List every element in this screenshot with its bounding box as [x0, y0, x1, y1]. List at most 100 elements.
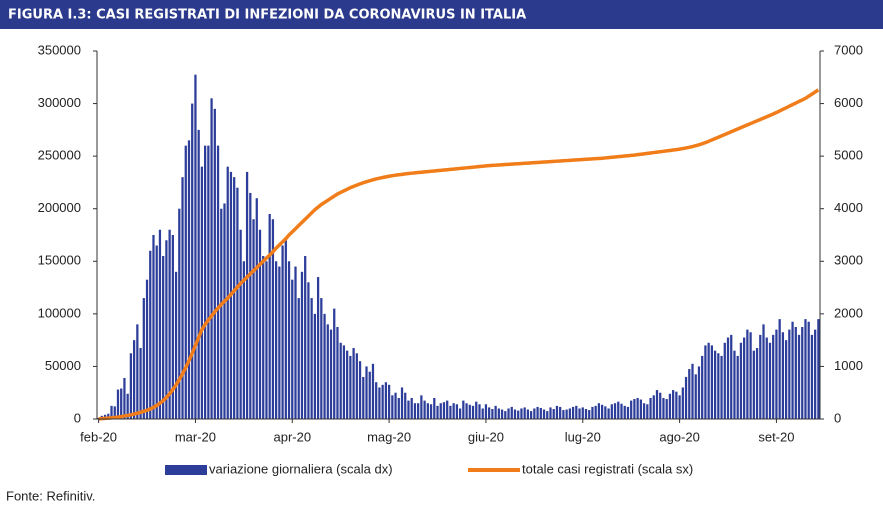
bar [575, 405, 578, 419]
bar [245, 171, 249, 419]
bar [662, 397, 665, 419]
bar [765, 337, 768, 419]
bar [265, 261, 268, 419]
bar [320, 298, 323, 419]
bar [400, 387, 404, 419]
x-tick-label: ago-20 [659, 429, 699, 444]
bar [678, 395, 681, 419]
bar [672, 390, 675, 419]
bar [132, 340, 136, 419]
bar [471, 405, 475, 419]
bar [559, 406, 562, 419]
y-tick-label: 200000 [38, 200, 81, 215]
y-tick-label: 350000 [38, 42, 81, 57]
bar [187, 140, 191, 419]
bar [268, 213, 271, 419]
bar [775, 329, 778, 419]
bar [717, 353, 720, 419]
bar [610, 404, 613, 419]
bar [620, 403, 623, 419]
bar [194, 74, 197, 420]
bar [701, 355, 704, 419]
bar [284, 240, 287, 419]
bar [210, 98, 213, 420]
y-tick-label: 150000 [38, 253, 81, 268]
bar [200, 166, 204, 419]
bar [116, 389, 120, 419]
bar [236, 187, 239, 419]
bar [442, 402, 446, 419]
bar [710, 345, 714, 419]
line [98, 88, 820, 421]
bar [794, 327, 797, 419]
bar [462, 400, 465, 419]
bar [220, 208, 223, 419]
bar [455, 404, 459, 419]
bar [613, 403, 617, 419]
bar [801, 327, 804, 419]
bar [810, 334, 814, 419]
bar [342, 345, 346, 419]
bar [126, 393, 129, 419]
bar [181, 177, 184, 419]
bar [588, 410, 591, 419]
bar [381, 384, 384, 419]
bar [249, 192, 252, 419]
bar [178, 208, 181, 419]
bar [517, 410, 520, 419]
bar [449, 405, 452, 419]
bar [174, 271, 178, 419]
x-tick-label: apr-20 [273, 429, 311, 444]
bar [184, 145, 187, 419]
bar [387, 384, 391, 419]
bar [429, 404, 433, 419]
bar [555, 405, 559, 419]
bar [413, 403, 417, 419]
bar [539, 407, 542, 419]
bar [468, 404, 471, 419]
bar [752, 350, 755, 419]
bar [562, 410, 565, 419]
bar [784, 340, 788, 419]
bar [475, 401, 478, 419]
bar [378, 387, 381, 419]
bar [197, 129, 200, 419]
bar [433, 397, 436, 419]
bar [817, 319, 820, 419]
bar [149, 250, 152, 419]
bar [426, 403, 429, 419]
bar [168, 229, 171, 419]
bar [313, 313, 316, 419]
bar [649, 397, 652, 419]
bar [749, 332, 752, 419]
bar [681, 387, 684, 419]
bar [746, 329, 749, 419]
bar [352, 348, 355, 419]
bar [633, 399, 636, 419]
bar [275, 261, 278, 419]
source-note: Fonte: Refinitiv. [6, 488, 95, 503]
bar [158, 229, 162, 419]
bar [384, 382, 388, 419]
bar [333, 308, 336, 419]
bar [336, 327, 339, 419]
bar [604, 406, 607, 419]
bar [339, 342, 342, 419]
bar [691, 363, 694, 419]
bar [697, 366, 701, 419]
bar [110, 405, 113, 419]
bar [281, 245, 284, 419]
x-tick-label: feb-20 [80, 429, 117, 444]
bar [639, 399, 642, 419]
bar [297, 298, 300, 419]
bar [326, 324, 329, 419]
bar [804, 319, 807, 419]
bar [226, 166, 229, 419]
bar [510, 406, 513, 419]
bar [407, 400, 410, 419]
bar [626, 406, 630, 419]
bar [759, 334, 762, 419]
bar [120, 388, 123, 419]
bar [113, 406, 116, 419]
x-tick-label: mar-20 [175, 429, 216, 444]
